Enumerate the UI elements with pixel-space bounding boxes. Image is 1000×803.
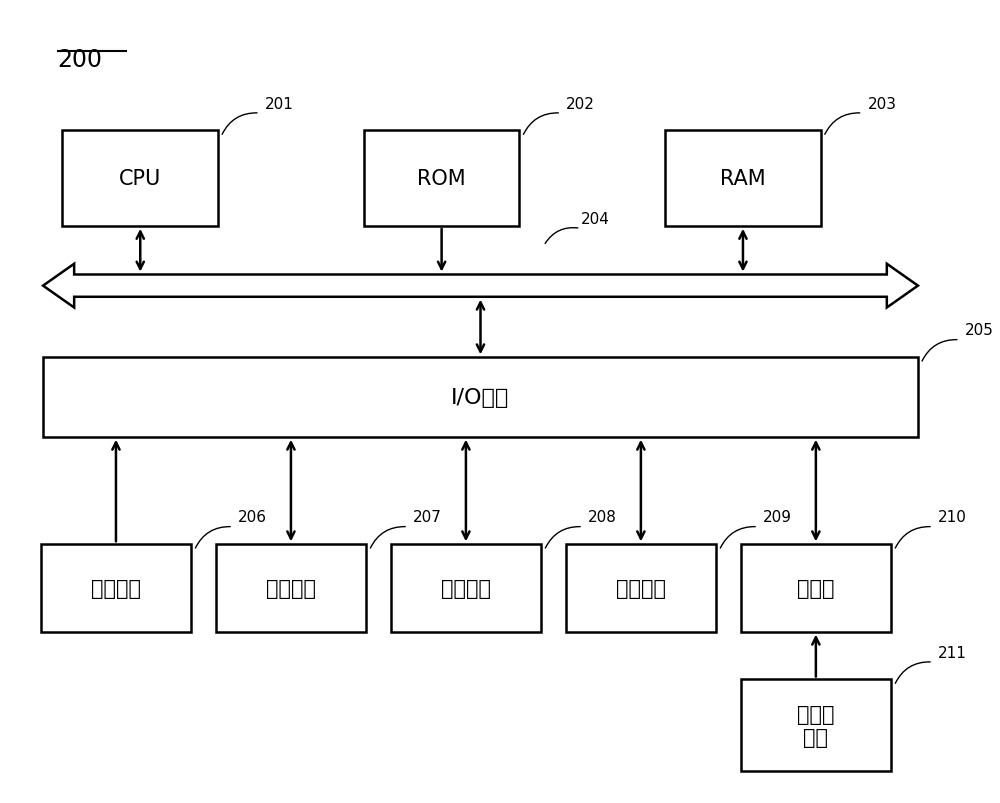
Text: 202: 202 xyxy=(566,96,595,112)
Bar xyxy=(43,358,918,438)
Text: 208: 208 xyxy=(588,510,617,524)
Text: 输出部分: 输出部分 xyxy=(266,578,316,598)
Text: 驱动器: 驱动器 xyxy=(797,578,835,598)
Text: CPU: CPU xyxy=(119,169,161,189)
Text: 通信部分: 通信部分 xyxy=(616,578,666,598)
Bar xyxy=(665,132,821,226)
Text: 204: 204 xyxy=(581,212,609,226)
Bar xyxy=(741,679,891,771)
Text: RAM: RAM xyxy=(720,169,766,189)
Text: I/O接口: I/O接口 xyxy=(451,388,510,407)
Text: 205: 205 xyxy=(965,323,993,338)
Polygon shape xyxy=(43,264,918,308)
Bar xyxy=(62,132,218,226)
Text: 207: 207 xyxy=(413,510,442,524)
Bar xyxy=(566,544,716,632)
Text: 209: 209 xyxy=(763,510,792,524)
Text: 储存部分: 储存部分 xyxy=(441,578,491,598)
Text: 210: 210 xyxy=(938,510,967,524)
Text: 可拆卸
介质: 可拆卸 介质 xyxy=(797,703,835,747)
Text: 203: 203 xyxy=(867,96,896,112)
Bar xyxy=(741,544,891,632)
Text: 201: 201 xyxy=(265,96,294,112)
Bar xyxy=(41,544,191,632)
Text: 211: 211 xyxy=(938,645,967,660)
Bar xyxy=(391,544,541,632)
Bar xyxy=(364,132,519,226)
Text: 输入部分: 输入部分 xyxy=(91,578,141,598)
Text: 200: 200 xyxy=(58,48,103,71)
Text: 206: 206 xyxy=(238,510,267,524)
Bar xyxy=(216,544,366,632)
Text: ROM: ROM xyxy=(417,169,466,189)
